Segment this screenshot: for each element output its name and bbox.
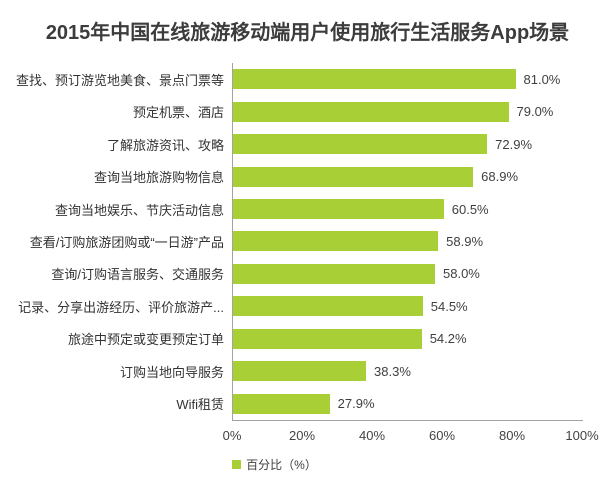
- x-axis-tick: 100%: [565, 428, 599, 443]
- bar: [232, 393, 330, 414]
- bar-row: 预定机票、酒店 79.0%: [0, 95, 615, 127]
- value-label: 54.5%: [430, 298, 468, 314]
- bar-track: 54.5%: [232, 290, 582, 322]
- category-label: 预定机票、酒店: [132, 105, 224, 121]
- category-label: Wifi租赁: [176, 397, 224, 413]
- bar-row: Wifi租赁 27.9%: [0, 388, 615, 420]
- bar: [232, 199, 444, 220]
- bar: [232, 69, 516, 90]
- category-label: 查看/订购旅游团购或“一日游”产品: [29, 234, 224, 250]
- bar-row: 查看/订购旅游团购或“一日游”产品 58.9%: [0, 225, 615, 257]
- bar-row: 订购当地向导服务 38.3%: [0, 355, 615, 387]
- bar: [232, 296, 423, 317]
- bar-track: 38.3%: [232, 355, 582, 387]
- category-label: 查询当地旅游购物信息: [93, 170, 224, 186]
- x-axis-tick: 20%: [288, 428, 316, 443]
- legend-label: 百分比（%）: [246, 458, 317, 472]
- bar-row: 查询/订购语言服务、交通服务 58.0%: [0, 258, 615, 290]
- category-label: 记录、分享出游经历、评价旅游产...: [18, 299, 224, 315]
- bar-track: 54.2%: [232, 323, 582, 355]
- legend-entry: 百分比（%）: [232, 456, 317, 473]
- value-label: 38.3%: [374, 363, 411, 379]
- bar-track: 72.9%: [232, 128, 582, 160]
- x-axis-tick: 80%: [498, 428, 526, 443]
- x-axis-tick: 0%: [222, 428, 242, 443]
- bar: [232, 231, 439, 252]
- x-axis-tick-labels: 0% 20% 40% 60% 80% 100%: [0, 428, 615, 444]
- category-label: 订购当地向导服务: [119, 364, 224, 380]
- value-label: 81.0%: [523, 71, 561, 87]
- bar: [232, 134, 488, 155]
- value-label: 54.2%: [429, 331, 467, 347]
- value-label: 27.9%: [337, 396, 375, 412]
- value-label: 58.0%: [443, 266, 480, 282]
- bar-track: 60.5%: [232, 193, 582, 225]
- value-label: 60.5%: [451, 201, 489, 217]
- chart-title: 2015年中国在线旅游移动端用户使用旅行生活服务App场景: [45, 22, 570, 44]
- category-label: 旅途中预定或变更预定订单: [67, 332, 224, 348]
- bar-row: 查找、预订游览地美食、景点门票等 81.0%: [0, 63, 615, 95]
- bar-track: 81.0%: [232, 63, 582, 95]
- bar: [232, 263, 435, 284]
- value-label: 68.9%: [481, 169, 519, 185]
- bar-row: 旅途中预定或变更预定订单 54.2%: [0, 323, 615, 355]
- bar-track: 58.9%: [232, 225, 582, 257]
- value-label: 72.9%: [495, 136, 533, 152]
- bar: [232, 166, 474, 187]
- bar: [232, 101, 509, 122]
- bar-rows: 查找、预订游览地美食、景点门票等 81.0% 预定机票、酒店 79.0% 了解旅游资讯、…: [0, 63, 615, 420]
- bar-row: 查询当地旅游购物信息 68.9%: [0, 160, 615, 192]
- bar-row: 记录、分享出游经历、评价旅游产... 54.5%: [0, 290, 615, 322]
- bar: [232, 361, 367, 382]
- bar-track: 79.0%: [232, 95, 582, 127]
- bar-track: 68.9%: [232, 160, 582, 192]
- category-label: 查询当地娱乐、节庆活动信息: [54, 202, 224, 218]
- x-axis-tick: 40%: [358, 428, 386, 443]
- x-axis-tick: 60%: [428, 428, 456, 443]
- x-axis-line: [232, 420, 583, 421]
- bar-track: 58.0%: [232, 258, 582, 290]
- category-label: 了解旅游资讯、攻略: [106, 137, 224, 153]
- legend-swatch-icon: [232, 460, 242, 469]
- y-axis-line: [232, 63, 233, 421]
- bar-row: 了解旅游资讯、攻略 72.9%: [0, 128, 615, 160]
- category-label: 查找、预订游览地美食、景点门票等: [15, 72, 224, 88]
- bar-track: 27.9%: [232, 388, 582, 420]
- category-label: 查询/订购语言服务、交通服务: [51, 267, 224, 283]
- value-label: 79.0%: [516, 104, 554, 120]
- bar: [232, 328, 422, 349]
- legend: 百分比（%）: [0, 456, 615, 473]
- value-label: 58.9%: [446, 233, 484, 249]
- bar-row: 查询当地娱乐、节庆活动信息 60.5%: [0, 193, 615, 225]
